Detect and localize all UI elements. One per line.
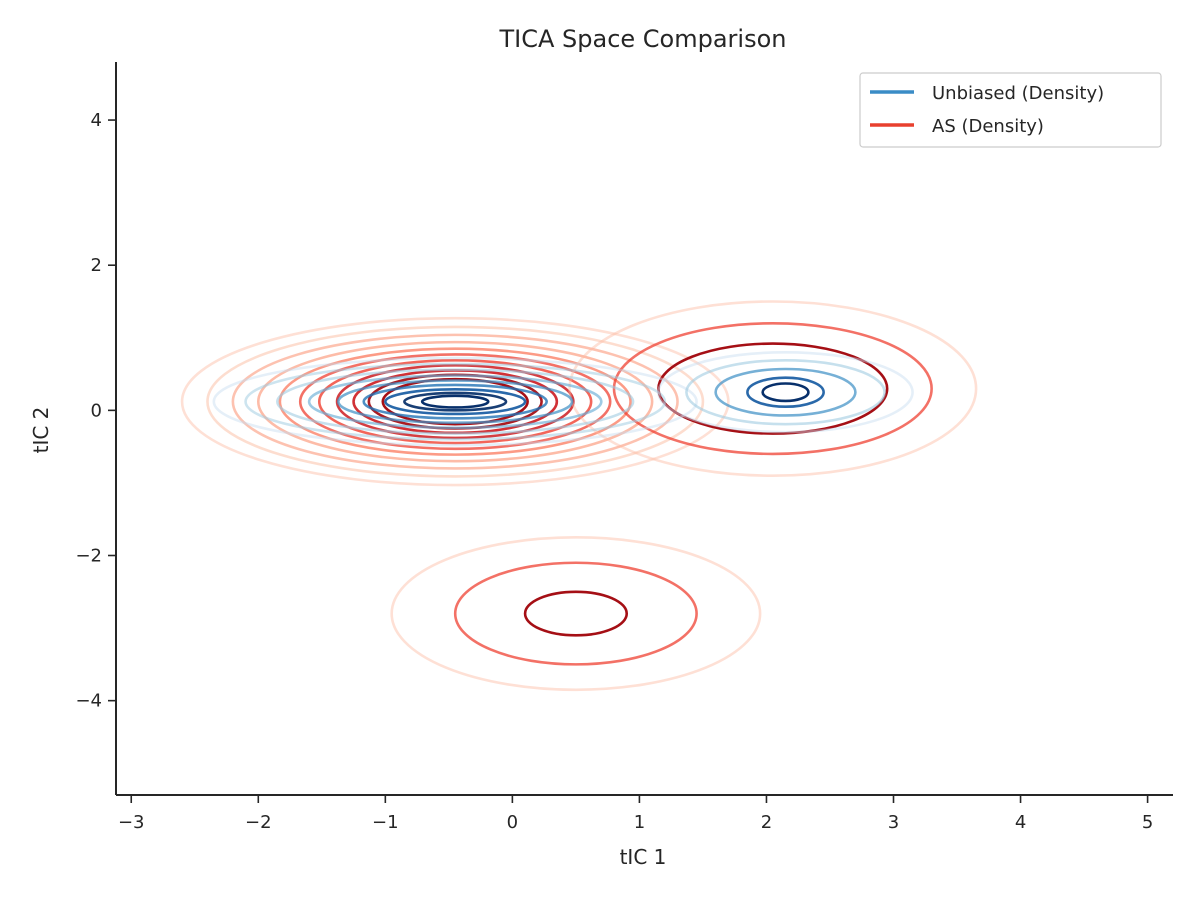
contour-blues-mode0-level4 (337, 379, 574, 424)
y-tick-label: 2 (91, 255, 102, 276)
contour-reds-mode2-level0 (390, 536, 762, 692)
contour-reds-mode0-level3 (256, 340, 654, 463)
x-tick-label: −1 (372, 812, 399, 833)
x-tick-label: 3 (888, 812, 899, 833)
contour-layer (180, 300, 978, 692)
contour-blues-mode1-level2 (714, 367, 857, 417)
contour-blues-mode1-level1 (685, 358, 886, 426)
x-tick-label: −3 (118, 812, 145, 833)
contour-reds-mode1-level2 (657, 342, 889, 435)
contour-blues-mode1-level3 (746, 376, 825, 409)
contour-reds-mode0-level0 (180, 316, 730, 487)
y-tick-label: −2 (75, 546, 102, 567)
contour-blues-mode0-level0 (212, 356, 698, 447)
contour-reds-mode0-level1 (206, 325, 705, 478)
contour-blues-mode0-level3 (307, 374, 603, 430)
contour-reds-mode0-level6 (317, 358, 593, 445)
x-tick-label: 4 (1015, 812, 1026, 833)
contour-reds-mode0-level5 (298, 353, 612, 451)
y-tick-label: 0 (91, 400, 102, 421)
contour-reds-mode2-level1 (453, 561, 698, 666)
y-tick-label: 4 (91, 110, 102, 131)
x-tick-label: 5 (1142, 812, 1153, 833)
x-tick-label: 1 (634, 812, 645, 833)
contour-blues-mode1-level4 (761, 382, 810, 403)
legend-label-as: AS (Density) (932, 116, 1044, 137)
contour-reds-mode1-level0 (568, 300, 978, 477)
chart-title: TICA Space Comparison (498, 25, 786, 53)
contour-blues-mode0-level7 (403, 391, 508, 412)
contour-blues-mode0-level8 (420, 394, 490, 409)
legend-label-unbiased: Unbiased (Density) (932, 83, 1104, 104)
y-ticks: −4 −2 0 2 4 (75, 110, 116, 712)
contour-blues-mode0-level6 (384, 388, 527, 416)
x-axis-label: tIC 1 (620, 845, 667, 869)
contour-blues-mode0-level1 (244, 362, 667, 441)
contour-reds-mode2-level2 (523, 590, 629, 637)
legend: Unbiased (Density) AS (Density) (859, 72, 1162, 148)
x-tick-label: 0 (507, 812, 518, 833)
contour-blues-mode0-level2 (276, 368, 635, 435)
axes (115, 62, 1173, 796)
x-tick-label: 2 (761, 812, 772, 833)
contour-reds-mode0-level2 (231, 333, 679, 470)
x-tick-label: −2 (245, 812, 272, 833)
contour-reds-mode0-level4 (278, 347, 632, 456)
legend-box (859, 72, 1162, 148)
contour-blues-mode0-level5 (362, 383, 548, 420)
contour-reds-mode0-level10 (381, 377, 529, 426)
y-tick-label: −4 (75, 691, 102, 712)
y-axis-label: tIC 2 (29, 407, 53, 454)
x-ticks: −3 −2 −1 0 1 2 3 4 5 (118, 795, 1153, 833)
contour-blues-mode1-level0 (657, 350, 914, 434)
